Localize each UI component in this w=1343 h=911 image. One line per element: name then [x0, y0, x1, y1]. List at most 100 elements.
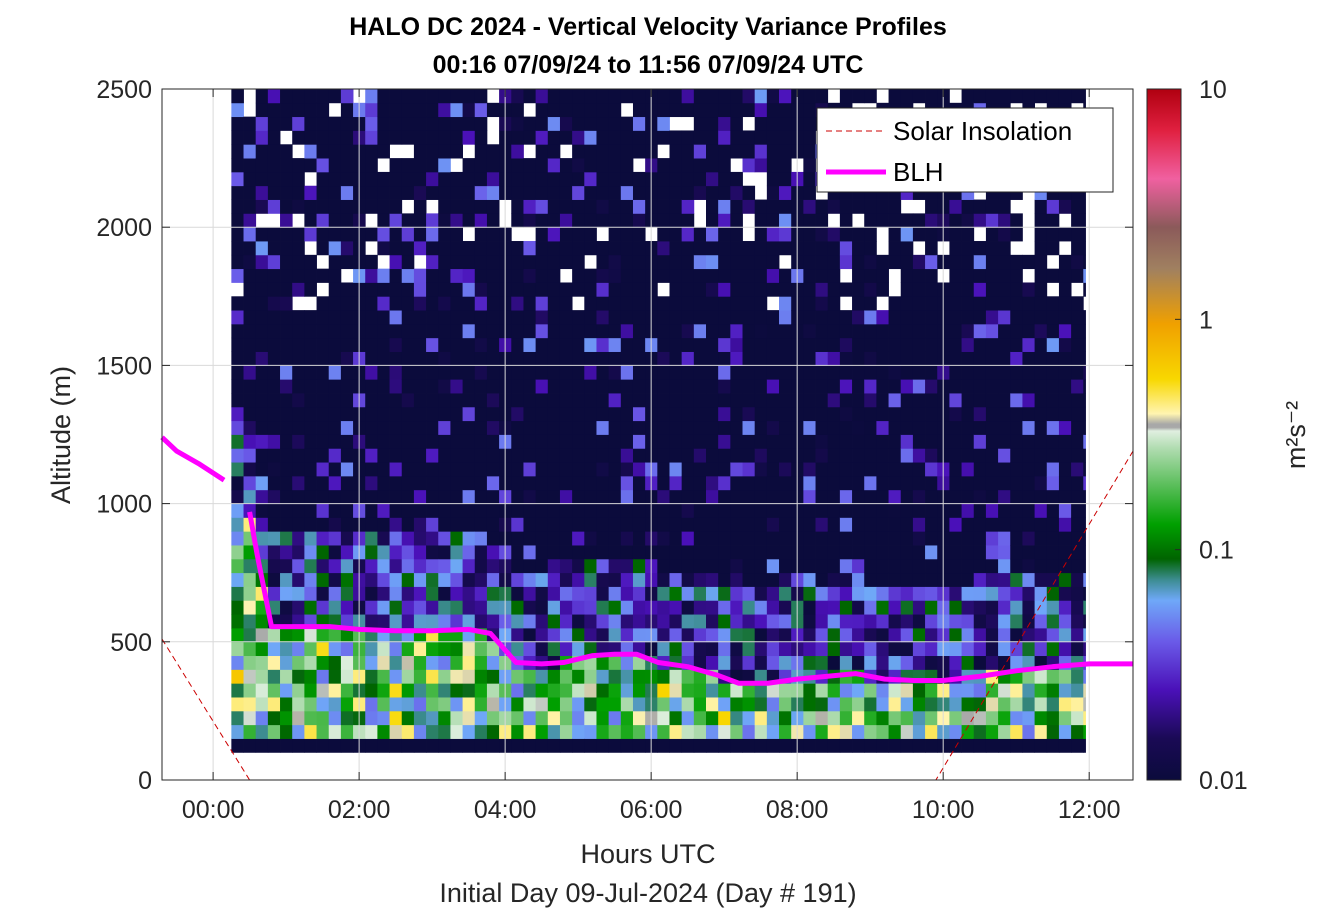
heatmap-cell	[900, 697, 914, 712]
heatmap-cell	[292, 600, 305, 615]
y-tick-label: 2000	[96, 214, 152, 242]
heatmap-cell	[474, 475, 488, 491]
heatmap-cell	[998, 558, 1011, 574]
heatmap-cell	[632, 738, 646, 753]
heatmap-cell	[1071, 310, 1084, 325]
heatmap-cell	[779, 102, 792, 118]
heatmap-cell	[304, 268, 317, 283]
heatmap-cell	[328, 337, 342, 352]
heatmap-cell	[535, 627, 549, 643]
heatmap-cell	[231, 227, 244, 242]
heatmap-cell	[779, 379, 792, 394]
heatmap-cell	[608, 199, 622, 214]
heatmap-cell	[876, 572, 889, 587]
heatmap-cell	[365, 697, 378, 712]
heatmap-cell	[267, 641, 281, 657]
heatmap-cell	[462, 310, 476, 325]
heatmap-cell	[438, 268, 451, 283]
heatmap-cell	[231, 393, 244, 408]
heatmap-cell	[292, 323, 305, 339]
heatmap-cell	[852, 254, 865, 270]
heatmap-cell	[389, 282, 403, 297]
heatmap-cell	[925, 268, 938, 283]
heatmap-cell	[864, 268, 877, 283]
heatmap-cell	[596, 102, 610, 118]
heatmap-cell	[389, 268, 403, 283]
heatmap-cell	[1034, 586, 1048, 601]
heatmap-cell	[730, 102, 743, 118]
heatmap-cell	[706, 406, 719, 422]
heatmap-cell	[596, 351, 610, 366]
heatmap-cell	[267, 462, 281, 477]
heatmap-cell	[669, 738, 683, 753]
heatmap-cell	[1046, 337, 1060, 352]
heatmap-cell	[231, 241, 244, 256]
heatmap-cell	[742, 503, 756, 518]
heatmap-cell	[706, 144, 719, 159]
heatmap-cell	[584, 89, 597, 104]
heatmap-cell	[815, 572, 829, 587]
heatmap-cell	[1046, 669, 1060, 684]
heatmap-cell	[340, 337, 354, 352]
heatmap-cell	[864, 337, 877, 352]
heatmap-cell	[511, 710, 524, 726]
heatmap-cell	[815, 724, 829, 739]
heatmap-cell	[280, 171, 293, 187]
heatmap-cell	[998, 503, 1011, 518]
heatmap-cell	[1083, 406, 1086, 422]
heatmap-cell	[730, 406, 743, 422]
heatmap-cell	[985, 227, 999, 242]
heatmap-cell	[961, 531, 975, 546]
heatmap-cell	[304, 185, 317, 200]
heatmap-cell	[864, 655, 877, 670]
heatmap-cell	[401, 503, 415, 518]
heatmap-cell	[413, 724, 427, 739]
heatmap-cell	[803, 710, 816, 726]
heatmap-cell	[559, 600, 573, 615]
heatmap-cell	[584, 683, 597, 698]
heatmap-cell	[754, 697, 768, 712]
heatmap-cell	[511, 614, 524, 629]
heatmap-cell	[572, 475, 585, 491]
heatmap-cell	[462, 586, 476, 601]
heatmap-cell	[1022, 558, 1035, 574]
heatmap-cell	[292, 531, 305, 546]
heatmap-cell	[572, 531, 585, 546]
heatmap-cell	[292, 158, 305, 173]
heatmap-cell	[985, 323, 999, 339]
heatmap-cell	[1083, 614, 1086, 629]
heatmap-cell	[365, 738, 378, 753]
heatmap-cell	[523, 337, 537, 352]
heatmap-cell	[839, 462, 853, 477]
heatmap-cell	[511, 531, 524, 546]
heatmap-cell	[620, 406, 634, 422]
heatmap-cell	[523, 199, 537, 214]
heatmap-cell	[876, 655, 889, 670]
heatmap-cell	[852, 697, 865, 712]
heatmap-cell	[766, 158, 780, 173]
heatmap-cell	[1022, 627, 1035, 643]
heatmap-cell	[365, 351, 378, 366]
heatmap-cell	[815, 545, 829, 560]
heatmap-cell	[535, 379, 549, 394]
heatmap-cell	[657, 351, 670, 366]
heatmap-cell	[486, 406, 500, 422]
heatmap-cell	[231, 337, 244, 352]
heatmap-cell	[340, 227, 354, 242]
heatmap-cell	[267, 683, 281, 698]
heatmap-cell	[985, 296, 999, 311]
heatmap-cell	[316, 586, 330, 601]
heatmap-cell	[280, 296, 293, 311]
heatmap-cell	[669, 351, 683, 366]
heatmap-cell	[754, 627, 768, 643]
heatmap-cell	[280, 379, 293, 394]
heatmap-cell	[608, 572, 622, 587]
heatmap-cell	[681, 586, 695, 601]
heatmap-cell	[669, 282, 683, 297]
heatmap-cell	[572, 171, 585, 187]
heatmap-cell	[292, 489, 305, 504]
heatmap-cell	[328, 669, 342, 684]
heatmap-cell	[1046, 296, 1060, 311]
heatmap-cell	[888, 351, 902, 366]
heatmap-cell	[377, 462, 390, 477]
